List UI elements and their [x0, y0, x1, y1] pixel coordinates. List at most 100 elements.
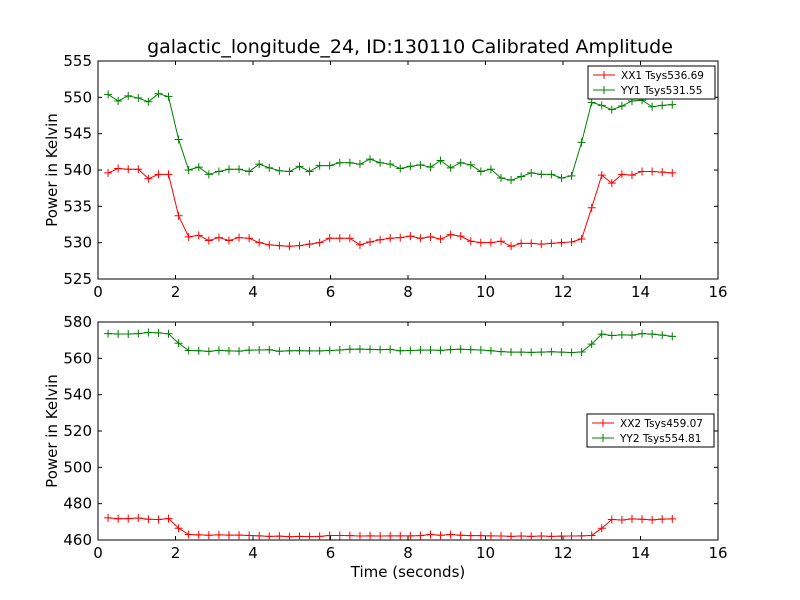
data-point-marker — [587, 531, 596, 540]
data-point-marker — [144, 515, 153, 524]
chart-title: galactic_longitude_24, ID:130110 Calibra… — [147, 36, 673, 58]
data-point-marker — [255, 160, 264, 169]
data-point-marker — [265, 532, 274, 541]
data-point-marker — [194, 231, 203, 240]
data-point-marker — [214, 167, 223, 176]
data-point-marker — [345, 345, 354, 354]
data-point-marker — [537, 240, 546, 249]
legend-box — [587, 65, 716, 100]
data-point-marker — [547, 532, 556, 541]
data-point-marker — [436, 235, 445, 244]
y-tick-label: 580 — [63, 313, 92, 331]
data-point-marker — [446, 230, 455, 239]
x-tick-label: 0 — [93, 544, 103, 562]
data-point-marker — [335, 345, 344, 354]
x-tick-label: 16 — [708, 544, 727, 562]
data-point-marker — [406, 232, 415, 241]
data-point-marker — [517, 532, 526, 541]
data-point-marker — [335, 158, 344, 167]
data-point-marker — [184, 166, 193, 174]
data-point-marker — [295, 346, 304, 355]
data-point-marker — [517, 348, 526, 357]
data-point-marker — [617, 516, 626, 525]
data-point-marker — [194, 346, 203, 355]
data-point-marker — [547, 347, 556, 356]
data-point-marker — [154, 170, 163, 179]
data-point-marker — [668, 168, 677, 177]
data-point-marker — [416, 346, 425, 355]
data-point-marker — [557, 173, 566, 182]
data-point-marker — [315, 161, 324, 170]
data-point-marker — [466, 345, 475, 354]
data-point-marker — [446, 163, 455, 172]
data-point-marker — [497, 532, 505, 541]
data-point-marker — [204, 531, 213, 540]
data-point-marker — [507, 532, 516, 541]
data-point-marker — [567, 237, 576, 246]
data-point-marker — [275, 166, 284, 175]
bottom-panel: 0 2 4 6 8 10 12 14 16 460 480 500 520 540 560 580 Power … — [43, 313, 728, 581]
x-tick-label: 2 — [171, 283, 181, 301]
data-point-marker — [507, 348, 516, 357]
x-tick-label: 12 — [553, 283, 572, 301]
legend-label: YY1 Tsys531.55 — [620, 85, 702, 97]
data-point-marker — [456, 345, 465, 354]
x-tick-label: 4 — [248, 283, 258, 301]
data-point-marker — [567, 171, 576, 180]
data-point-marker — [345, 234, 354, 243]
data-point-marker — [426, 163, 435, 172]
data-point-marker — [648, 330, 657, 339]
data-point-marker — [497, 347, 505, 356]
legend-marker — [599, 434, 607, 442]
data-point-marker — [174, 135, 183, 144]
data-point-marker — [245, 167, 254, 176]
x-tick-label: 4 — [248, 544, 258, 562]
y-tick-label: 520 — [63, 422, 92, 440]
data-point-marker — [557, 532, 566, 541]
data-point-marker — [305, 532, 314, 541]
data-point-marker — [396, 346, 405, 355]
legend: XX1 Tsys536.69 YY1 Tsys531.55 — [587, 65, 716, 100]
y-tick-label: 550 — [63, 88, 92, 106]
data-point-marker — [497, 173, 505, 182]
data-point-marker — [134, 329, 143, 338]
data-point-marker — [184, 346, 193, 355]
data-point-marker — [204, 236, 213, 245]
data-point-marker — [386, 160, 395, 169]
x-tick-label: 6 — [326, 544, 336, 562]
legend-box — [586, 413, 715, 448]
data-point-marker — [426, 530, 435, 539]
data-point-marker — [527, 532, 536, 541]
data-point-marker — [235, 165, 244, 174]
data-point-marker — [648, 167, 657, 176]
data-point-marker — [486, 346, 495, 355]
data-point-marker — [668, 100, 677, 109]
data-point-marker — [355, 240, 364, 249]
data-point-marker — [315, 346, 324, 355]
y-tick-label: 500 — [63, 458, 92, 476]
data-point-marker — [305, 240, 314, 249]
data-point-marker — [144, 97, 153, 106]
series-yy1 — [104, 89, 677, 185]
data-point-marker — [476, 238, 485, 247]
data-point-marker — [607, 105, 616, 114]
data-point-marker — [184, 232, 193, 241]
y-tick-label: 530 — [63, 234, 92, 252]
data-point-marker — [164, 92, 173, 101]
data-point-marker — [607, 179, 616, 188]
data-point-marker — [235, 233, 244, 242]
data-point-marker — [638, 329, 647, 338]
y-tick-label: 555 — [63, 52, 92, 70]
y-tick-label: 535 — [63, 197, 92, 215]
data-point-marker — [658, 331, 667, 340]
data-point-marker — [224, 346, 233, 355]
data-point-marker — [124, 514, 133, 523]
legend-label: XX2 Tsys459.07 — [620, 418, 703, 430]
y-tick-label: 525 — [63, 270, 92, 288]
data-point-marker — [617, 330, 626, 339]
y-axis-label: Power in Kelvin — [43, 374, 61, 488]
data-point-marker — [456, 531, 465, 540]
data-point-marker — [265, 240, 274, 249]
data-point-marker — [537, 532, 546, 541]
